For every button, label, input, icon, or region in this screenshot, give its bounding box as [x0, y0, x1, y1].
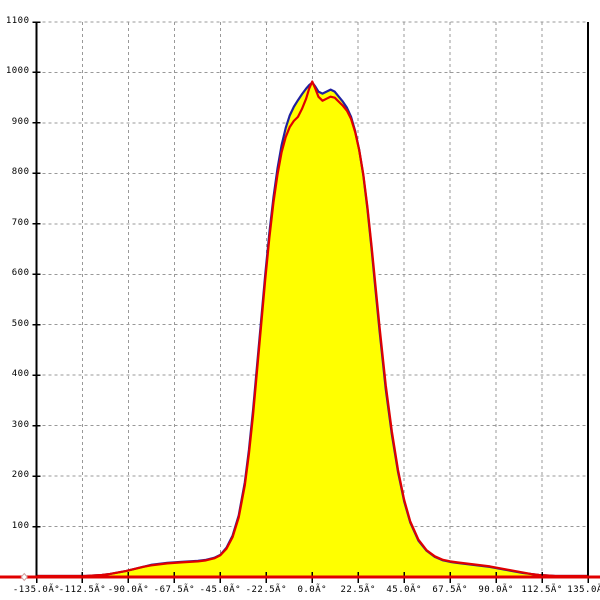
y-tick-label: 400 [11, 369, 30, 380]
x-tick-label: -22.5Ã° [245, 585, 287, 595]
series-lines [36, 80, 588, 578]
y-tick-label: 500 [11, 318, 30, 329]
x-tick-label: 45.0Ã° [386, 585, 422, 595]
tick-marks [32, 21, 589, 583]
y-tick-label: 1100 [5, 16, 30, 26]
y-tick-label: 700 [11, 217, 30, 228]
y-tick-label: 300 [11, 419, 30, 430]
y-tick-label: 100 [11, 520, 30, 531]
x-tick-label: 112.5Ã° [521, 585, 563, 595]
axes [35, 22, 589, 577]
x-tick-label: -112.5Ã° [58, 585, 107, 595]
y-tick-label: 600 [11, 268, 30, 279]
x-tick-label: -67.5Ã° [153, 585, 196, 595]
x-tick-label: -45.0Ã° [199, 585, 242, 595]
x-tick-label: 67.5Ã° [432, 585, 468, 595]
x-tick-label: 0.0Ã° [297, 585, 328, 595]
y-tick-label: 800 [11, 167, 30, 178]
area-fill [36, 81, 588, 577]
x-tick-label: -90.0Ã° [107, 585, 150, 595]
x-tick-label: 135.0Ã° [567, 585, 600, 595]
y-tick-label: 200 [11, 470, 30, 481]
baseline [0, 572, 600, 582]
x-tick-label: -135.0Ã° [12, 585, 61, 595]
x-tick-label: 22.5Ã° [340, 585, 376, 595]
y-tick-label: 1000 [5, 66, 30, 77]
x-tick-label: 90.0Ã° [478, 585, 514, 595]
y-tick-label: 900 [11, 116, 30, 127]
